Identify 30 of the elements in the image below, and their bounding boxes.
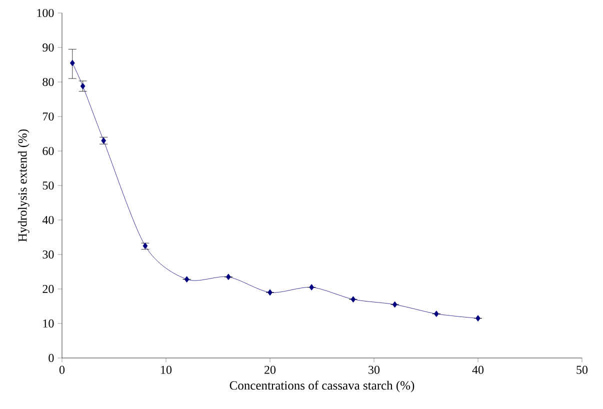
y-tick-label: 50: [42, 181, 54, 190]
point: [101, 137, 106, 144]
point: [476, 315, 480, 322]
point: [350, 296, 356, 303]
x-tick-label: 50: [576, 366, 588, 374]
y-tick-label: 30: [42, 250, 54, 259]
y-tick-label: 60: [42, 146, 54, 156]
point: [434, 310, 439, 318]
y-tick-label: 90: [42, 43, 54, 52]
point: [268, 289, 272, 296]
x-tick-label: 10: [161, 366, 172, 374]
y-tick-label: 0: [48, 354, 54, 362]
x-tick-label: 20: [264, 366, 276, 374]
point: [184, 276, 190, 283]
point: [80, 82, 86, 90]
y-tick-label: 20: [42, 284, 54, 294]
y-tick-label: 70: [42, 112, 54, 121]
y-axis-title: Hydrolysis extend (%): [18, 129, 30, 242]
x-tick-label: 30: [368, 366, 380, 374]
point: [226, 274, 231, 280]
y-tick-label: 40: [42, 216, 54, 224]
point: [392, 301, 398, 308]
y-tick-label: 100: [37, 8, 54, 18]
x-axis-title: Concentrations of cassava starch (%): [230, 380, 414, 392]
y-tick-label: 80: [42, 78, 54, 86]
x-tick-label: 0: [59, 366, 65, 374]
y-tick-label: 10: [43, 319, 54, 328]
x-tick-label: 40: [472, 366, 484, 374]
point: [309, 284, 314, 290]
point: [70, 60, 75, 66]
